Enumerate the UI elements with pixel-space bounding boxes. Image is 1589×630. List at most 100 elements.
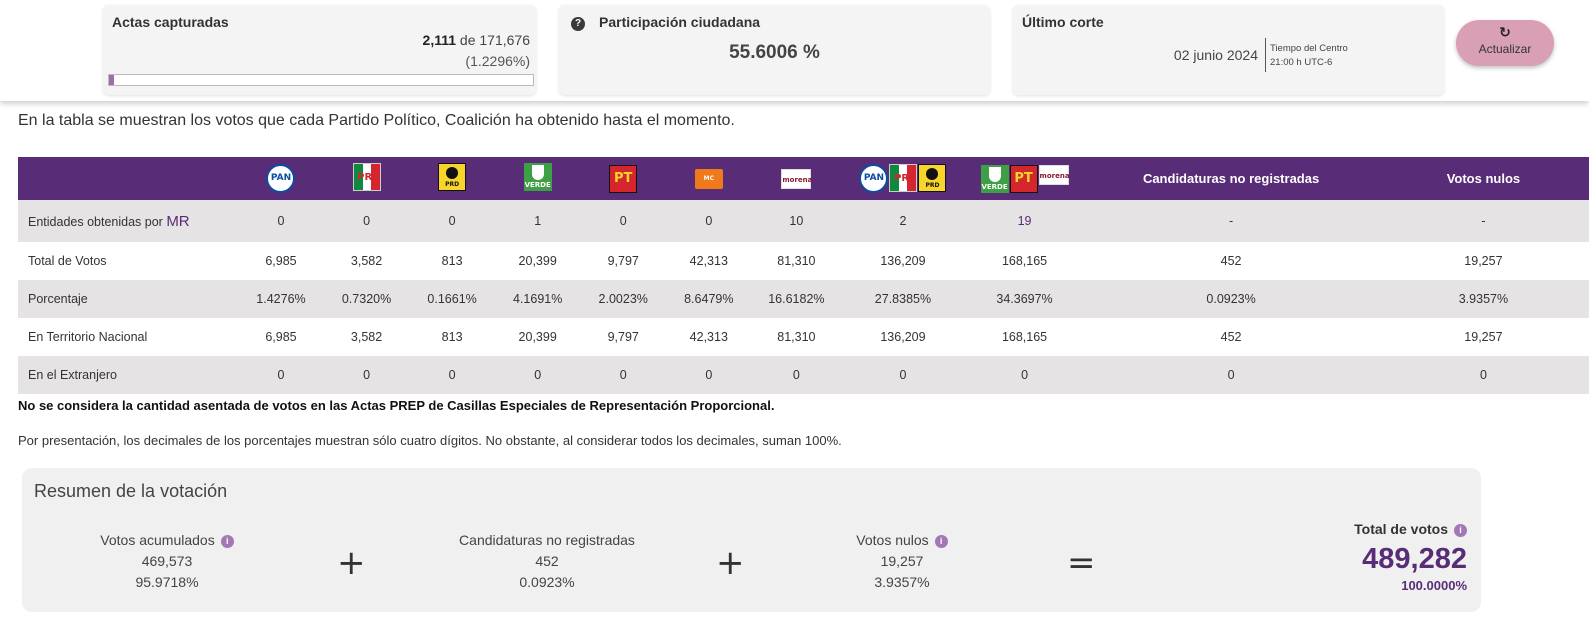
note-casillas-especiales: No se considera la cantidad asentada de …	[18, 398, 775, 413]
pan-logo-icon: PAN	[859, 164, 889, 193]
actas-title: Actas capturadas	[112, 14, 229, 30]
corte-title: Último corte	[1022, 14, 1104, 30]
actas-progress-bar	[108, 74, 534, 86]
info-icon[interactable]: i	[220, 535, 234, 548]
table-cell: 3,582	[350, 254, 383, 268]
votos-nulos-pct: 3.9357%	[874, 574, 930, 590]
table-cell: 168,165	[1001, 330, 1048, 344]
party-logo-mc: MC	[666, 157, 752, 200]
table-cell: 452	[1220, 254, 1242, 268]
table-cell: 20,399	[518, 254, 557, 268]
table-cell: 0	[792, 368, 800, 382]
prd-logo-icon: PRD	[438, 163, 467, 191]
participacion-title: Participación ciudadana	[599, 14, 761, 30]
votes-table: PAN PRI PRD VERDE PT MC morena PAN PRI P…	[18, 157, 1589, 394]
prd-logo-icon: PRD	[918, 164, 947, 192]
total-votos-label: Total de votos	[1354, 521, 1448, 537]
table-cell: 20,399	[518, 330, 557, 344]
resumen-votacion-panel: Resumen de la votación Votos acumulados i…	[22, 468, 1481, 612]
pt-logo-icon: PT	[1009, 164, 1038, 193]
pt-logo-icon: PT	[609, 164, 638, 193]
table-cell: 0	[705, 214, 713, 228]
pan-logo-icon: PAN	[266, 164, 296, 193]
corte-tz-line1: Tiempo del Centro	[1270, 43, 1348, 54]
table-row-mr: Entidades obtenidas por MR 0 0 0 1 0 0 1…	[18, 200, 1589, 242]
table-cell: -	[1481, 214, 1486, 228]
corte-tz-line2: 21:00 h UTC-6	[1270, 57, 1333, 68]
mr-abbreviation[interactable]: MR	[166, 212, 190, 230]
votos-nulos-value: 19,257	[880, 553, 924, 569]
table-cell: 19,257	[1464, 330, 1503, 344]
table-cell: 0.7320%	[341, 292, 392, 306]
coalition-logo-pan-pri-prd: PAN PRI PRD	[841, 157, 965, 200]
total-votos-pct: 100.0000%	[1401, 578, 1467, 593]
intro-text: En la tabla se muestran los votos que ca…	[18, 112, 735, 129]
actas-capturadas-card: Actas capturadas 2,111 de 171,676 (1.229…	[103, 5, 536, 95]
table-cell: 27.8385%	[874, 292, 932, 306]
cnr-label: Candidaturas no registradas	[459, 532, 635, 548]
morena-logo-icon: morena	[781, 168, 812, 189]
table-cell: 6,985	[265, 330, 297, 344]
table-cell: 0	[277, 214, 285, 228]
row-label: Porcentaje	[28, 292, 88, 306]
coalition-verde-pt-morena-logo-icon: VERDE PT morena	[980, 164, 1070, 193]
table-cell: 0	[277, 368, 285, 382]
header-cnr: Candidaturas no registradas	[1142, 171, 1320, 186]
cnr-value: 452	[535, 553, 559, 569]
verde-logo-icon: VERDE	[523, 163, 552, 191]
coalition-logo-verde-pt-morena: VERDE PT morena	[965, 157, 1085, 200]
table-cell: 42,313	[689, 330, 728, 344]
table-cell: 42,313	[689, 254, 728, 268]
table-cell: 9,797	[607, 330, 639, 344]
row-label: En el Extranjero	[28, 368, 117, 382]
table-cell: 0.0923%	[1206, 292, 1256, 306]
table-cell: 9,797	[607, 254, 639, 268]
corte-timezone: Tiempo del Centro 21:00 h UTC-6	[1270, 42, 1348, 70]
resumen-title: Resumen de la votación	[34, 481, 228, 501]
party-logo-pt: PT	[580, 157, 666, 200]
pri-logo-icon: PRI	[889, 164, 918, 192]
row-label: Total de Votos	[28, 254, 107, 268]
votos-nulos-block: Votos nulos i 19,257 3.9357%	[832, 530, 972, 593]
table-cell: 0	[899, 368, 907, 382]
table-cell: 136,209	[880, 254, 926, 268]
table-cell: 0	[448, 214, 456, 228]
actualizar-label: Actualizar	[1478, 42, 1532, 56]
table-cell: 2	[899, 214, 907, 228]
party-logo-morena: morena	[752, 157, 842, 200]
verde-logo-icon: VERDE	[980, 164, 1009, 193]
table-cell: 136,209	[880, 330, 926, 344]
table-cell: 168,165	[1001, 254, 1048, 268]
help-icon[interactable]: ?	[571, 17, 585, 31]
table-cell-link[interactable]: 19	[1017, 214, 1032, 228]
info-icon[interactable]: i	[934, 535, 948, 548]
table-cell: 0	[534, 368, 542, 382]
table-cell: 4.1691%	[512, 292, 563, 306]
table-cell: 6,985	[265, 254, 297, 268]
votos-acumulados-block: Votos acumulados i 469,573 95.9718%	[82, 530, 252, 593]
votos-nulos-label: Votos nulos	[856, 532, 929, 548]
actas-total: 171,676	[479, 32, 530, 48]
votos-acumulados-pct: 95.9718%	[135, 574, 199, 590]
header-blank	[18, 157, 238, 200]
table-cell: 8.6479%	[684, 292, 734, 306]
note-decimales: Por presentación, los decimales de los p…	[18, 433, 842, 448]
table-cell: 0	[1021, 368, 1029, 382]
actas-captured: 2,111	[422, 32, 457, 48]
table-cell: 813	[441, 330, 463, 344]
table-cell: 813	[441, 254, 463, 268]
actualizar-button[interactable]: ↻ Actualizar	[1456, 20, 1554, 66]
header-votos-nulos: Votos nulos	[1446, 171, 1521, 186]
table-cell: 10	[789, 214, 804, 228]
table-cell: 0	[363, 214, 371, 228]
party-logo-pan: PAN	[238, 157, 324, 200]
info-icon[interactable]: i	[1454, 524, 1467, 537]
votos-acumulados-value: 469,573	[141, 553, 193, 569]
table-cell: 0.1661%	[427, 292, 477, 306]
votos-acumulados-label: Votos acumulados	[100, 532, 215, 548]
top-bar: Actas capturadas 2,111 de 171,676 (1.229…	[0, 0, 1589, 101]
table-cell: -	[1229, 214, 1234, 228]
table-row-extranjero: En el Extranjero 0 0 0 0 0 0 0 0 0 0 0	[18, 356, 1589, 394]
ultimo-corte-card: Último corte 02 junio 2024 Tiempo del Ce…	[1013, 5, 1444, 95]
table-cell: 0	[448, 368, 456, 382]
